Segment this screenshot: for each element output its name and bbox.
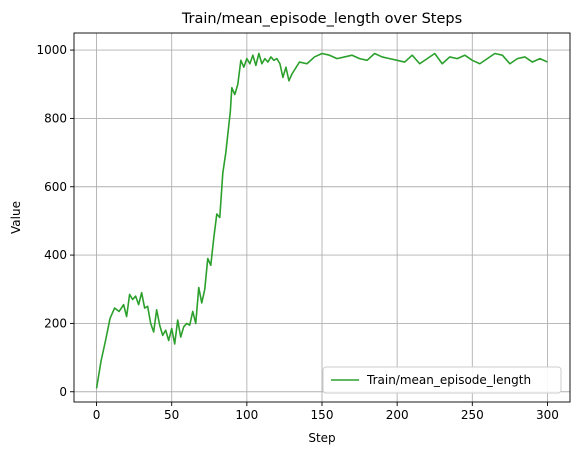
legend-label: Train/mean_episode_length	[366, 373, 531, 387]
legend-box	[322, 366, 562, 394]
y-tick-label: 0	[59, 385, 67, 399]
x-tick-label: 0	[93, 408, 101, 422]
legend: Train/mean_episode_length	[322, 366, 562, 394]
y-tick-label: 800	[44, 111, 67, 125]
y-tick-label: 600	[44, 180, 67, 194]
y-tick-label: 1000	[36, 43, 67, 57]
y-tick-label: 400	[44, 248, 67, 262]
x-tick-label: 50	[164, 408, 179, 422]
axis-ticks: 0 50 100 150 200 250 300 0 200 400 600 800 1000	[36, 43, 558, 422]
x-tick-label: 200	[386, 408, 409, 422]
x-tick-label: 250	[461, 408, 484, 422]
y-tick-label: 200	[44, 316, 67, 330]
chart-title: Train/mean_episode_length over Steps	[181, 11, 462, 27]
x-tick-label: 150	[311, 408, 334, 422]
x-tick-label: 300	[536, 408, 559, 422]
y-axis-label: Value	[9, 201, 23, 234]
grid-lines	[74, 33, 570, 402]
series-line-train-mean-episode-length	[95, 52, 548, 389]
x-tick-label: 100	[235, 408, 258, 422]
x-axis-label: Step	[308, 431, 335, 445]
